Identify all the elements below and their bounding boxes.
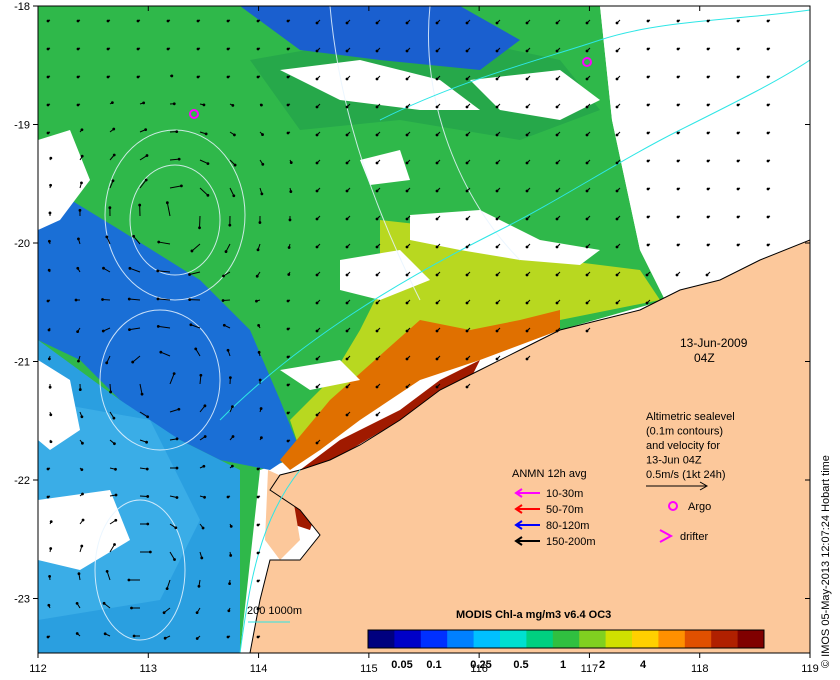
argo-marker [189, 109, 199, 119]
lat-tick-label: -20 [14, 238, 30, 250]
altimetry-note-line: (0.1m contours) [646, 426, 723, 438]
colorbar-title: MODIS Chl-a mg/m3 v6.4 OC3 [456, 609, 611, 621]
argo-legend-icon [668, 501, 678, 511]
cloud-3 [410, 210, 600, 265]
land [250, 240, 810, 653]
altimetry-note-line: 13-Jun 04Z [646, 455, 702, 467]
anmn-entry-label: 150-200m [546, 536, 596, 548]
cloud-9 [360, 150, 410, 185]
depth-legend-label: 200 1000m [247, 605, 302, 617]
colorbar-tick-label: 2 [599, 659, 605, 671]
blue-water [38, 180, 300, 470]
colorbar [367, 629, 765, 649]
cloud-5 [38, 130, 90, 230]
lon-tick-label: 116 [470, 663, 488, 675]
lon-tick-label: 117 [581, 663, 599, 675]
date-label: 13-Jun-2009 [680, 336, 748, 350]
lon-tick-label: 119 [801, 663, 819, 675]
altimetry-note-line: and velocity for [646, 440, 720, 452]
lon-tick-label: 112 [29, 663, 47, 675]
anmn-entry-label: 50-70m [546, 504, 583, 516]
colorbar-tick-label: 0.1 [426, 659, 441, 671]
blue-water-north [240, 6, 520, 70]
drifter-legend-icon [659, 529, 674, 543]
cloud-7 [38, 490, 130, 570]
lat-tick-label: -21 [14, 357, 30, 369]
colorbar-tick-label: 0.05 [391, 659, 412, 671]
anmn-entry-label: 80-120m [546, 520, 589, 532]
cloud-6 [38, 360, 80, 450]
drifter-legend-label: drifter [680, 531, 708, 543]
anmn-entry-label: 10-30m [546, 488, 583, 500]
argo-legend-label: Argo [688, 501, 711, 513]
lat-tick-label: -18 [14, 1, 30, 13]
colorbar-tick-label: 4 [640, 659, 647, 671]
cloud-8 [280, 360, 360, 390]
altimetry-legend: Altimetric sealevel (0.1m contours) and ve… [646, 411, 735, 481]
credit-text: © IMOS 05-May-2013 12:07:24 Hobart time [820, 455, 832, 668]
colorbar-tick-label: 0.5 [513, 659, 528, 671]
lon-tick-label: 113 [140, 663, 158, 675]
lon-tick-label: 115 [360, 663, 378, 675]
argo-marker [582, 57, 592, 67]
lon-tick-label: 114 [250, 663, 268, 675]
time-label: 04Z [694, 351, 715, 365]
cloud-2 [470, 70, 600, 120]
lat-tick-label: -23 [14, 594, 30, 606]
lat-tick-label: -19 [14, 120, 30, 132]
anmn-legend: 10-30m 50-70m 80-120m 150-200m [514, 488, 596, 548]
cloud-4 [340, 250, 430, 300]
altimetry-note-line: Altimetric sealevel [646, 411, 735, 423]
swath-edge-white [600, 6, 810, 300]
colorbar-tick-label: 1 [560, 659, 566, 671]
lat-tick-label: -22 [14, 475, 30, 487]
altimetry-note-line: 0.5m/s (1kt 24h) [646, 469, 725, 481]
lon-tick-label: 118 [691, 663, 709, 675]
colorbar-tick-label: 0.25 [470, 659, 491, 671]
anmn-title: ANMN 12h avg [512, 468, 587, 480]
orange-band [280, 310, 560, 470]
map-frame [37, 5, 811, 654]
